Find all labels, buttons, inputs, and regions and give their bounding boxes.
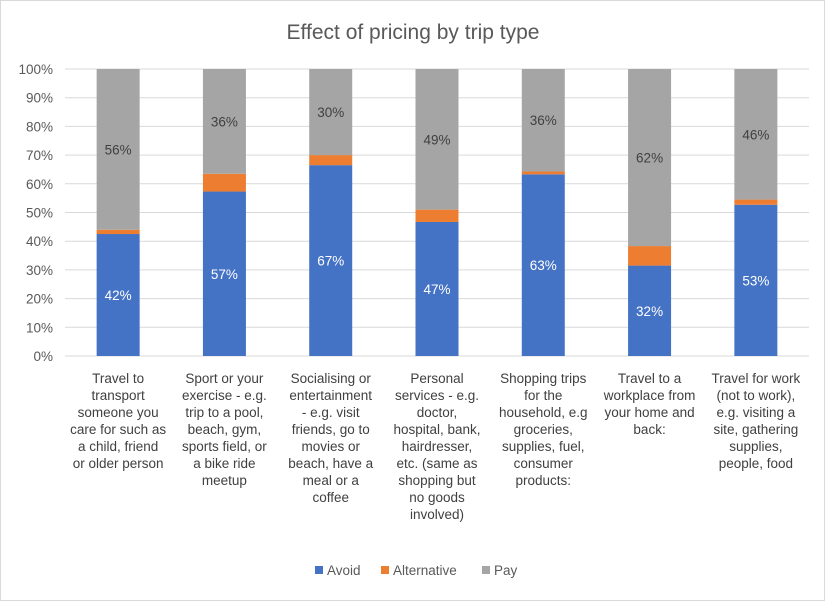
bar-segment-alternative: [734, 199, 778, 205]
data-label-avoid: 63%: [530, 258, 557, 273]
bar-segment-alternative: [521, 171, 565, 175]
data-label-pay: 62%: [636, 151, 663, 166]
y-tick-label: 70%: [26, 148, 53, 163]
bar-segment-avoid: [521, 174, 565, 356]
y-tick-label: 10%: [26, 320, 53, 335]
legend-label: Avoid: [327, 563, 361, 578]
bar-segment-pay: [734, 69, 778, 200]
data-label-avoid: 42%: [105, 288, 132, 303]
y-tick-label: 60%: [26, 177, 53, 192]
legend-item-alternative: Alternative: [381, 563, 457, 578]
bar-segment-pay: [415, 69, 459, 210]
legend-label: Alternative: [393, 563, 457, 578]
data-label-pay: 36%: [530, 113, 557, 128]
data-label-avoid: 67%: [317, 254, 344, 269]
data-label-pay: 56%: [105, 142, 132, 157]
category-label: Travel to transport someone you care for su…: [70, 371, 166, 471]
y-axis-tick-labels: 0% 10% 20% 30% 40% 50% 60% 70% 80% 90% 100%: [18, 62, 53, 364]
bar-segment-pay: [202, 69, 246, 174]
y-tick-label: 30%: [26, 263, 53, 278]
bar-segment-alternative: [202, 173, 246, 192]
legend-swatch: [315, 566, 323, 574]
legend-swatch: [482, 566, 490, 574]
bars: [96, 69, 778, 356]
y-tick-label: 0%: [33, 349, 53, 364]
category-label: Shopping trips for the household, e.g groce…: [499, 371, 588, 488]
bar-segment-avoid: [415, 221, 459, 356]
data-label-pay: 49%: [423, 132, 450, 147]
bar-segment-pay: [96, 69, 140, 230]
y-tick-label: 20%: [26, 292, 53, 307]
data-label-avoid: 57%: [211, 267, 238, 282]
bar-segment-avoid: [734, 204, 778, 356]
data-label-pay: 46%: [742, 127, 769, 142]
legend-label: Pay: [494, 563, 518, 578]
legend-swatch: [381, 566, 389, 574]
category-label: Travel to a workplace from your home and ba…: [603, 371, 696, 437]
data-labels: 42% 56% 57% 36% 67% 30% 47% 49% 63% 36% 32% 62% 53% 4…: [105, 105, 770, 319]
bar-segment-pay: [521, 69, 565, 172]
data-label-avoid: 47%: [423, 282, 450, 297]
data-label-pay: 36%: [211, 114, 238, 129]
legend-item-pay: Pay: [482, 563, 518, 578]
bar-segment-pay: [309, 69, 353, 156]
bar-segment-alternative: [309, 155, 353, 166]
y-tick-label: 50%: [26, 206, 53, 221]
bar-segment-alternative: [415, 209, 459, 222]
category-label: Sport or your exercise - e.g. trip to a po…: [182, 371, 267, 488]
data-label-avoid: 32%: [636, 304, 663, 319]
category-label: Personal services - e.g. doctor, hospital, …: [393, 371, 480, 522]
data-label-pay: 30%: [317, 105, 344, 120]
category-labels: Travel to transport someone you care for su…: [70, 371, 800, 522]
data-label-avoid: 53%: [742, 273, 769, 288]
legend-item-avoid: Avoid: [315, 563, 361, 578]
y-tick-label: 90%: [26, 91, 53, 106]
y-tick-label: 40%: [26, 234, 53, 249]
chart-title: Effect of pricing by trip type: [287, 21, 540, 44]
bar-segment-alternative: [628, 246, 672, 266]
bar-segment-avoid: [309, 165, 353, 356]
y-tick-label: 100%: [18, 62, 53, 77]
category-label: Travel for work (not to work), e.g. visiti…: [711, 371, 800, 471]
bar-segment-avoid: [202, 191, 246, 356]
bar-segment-avoid: [628, 265, 672, 356]
bar-segment-avoid: [96, 234, 140, 356]
category-label: Socialising or entertainment - e.g. visit f…: [288, 371, 373, 505]
bar-segment-alternative: [96, 229, 140, 235]
y-tick-label: 80%: [26, 119, 53, 134]
legend: Avoid Alternative Pay: [315, 563, 518, 578]
bar-segment-pay: [628, 69, 672, 247]
